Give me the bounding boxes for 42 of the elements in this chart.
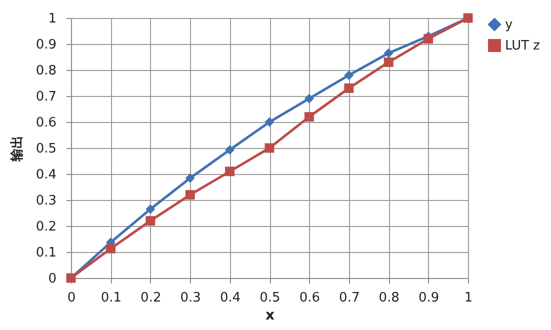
x-tick-label: 0.7 [339,290,360,306]
x-tick-label: 0.6 [299,290,320,306]
point [384,57,394,67]
x-tick-label: 0.5 [260,290,280,306]
x-tick-label: 1 [464,290,473,306]
point [344,70,354,80]
point [185,190,195,200]
point [185,173,195,183]
point [264,143,274,153]
x-tick-label: 0.2 [140,290,162,306]
point [424,34,434,44]
point [264,117,274,127]
x-tick-label: 0.3 [180,290,201,306]
y-axis-title: 输出 [10,136,25,162]
legend-label: y [505,18,513,32]
point [344,83,354,93]
y-tick-label: 0.5 [36,142,56,156]
y-tick-label: 0.9 [36,38,56,52]
legend-label: LUT z [505,38,540,54]
y-tick-label: 0.2 [36,220,56,234]
point [225,145,235,155]
y-tick-label: 0.7 [36,90,56,104]
point [304,94,314,104]
x-tick-label: 0.9 [418,290,440,306]
x-tick-label: 0.1 [100,290,122,306]
y-tick-label: 0 [48,272,56,286]
point [146,216,156,226]
point [304,112,314,122]
point [225,166,235,176]
y-tick-label: 0.8 [36,64,56,78]
x-tick-label: 0.8 [378,290,400,306]
point [146,204,156,214]
y-tick-label: 1 [48,12,56,26]
x-tick-label: 0.4 [220,290,241,306]
y-tick-label: 0.3 [36,194,56,208]
point [384,48,394,58]
x-tick-label: 0 [67,290,76,306]
y-tick-label: 0.6 [36,116,56,130]
x-axis-title: x [265,308,275,324]
y-tick-label: 0.4 [36,168,56,182]
y-tick-label: 0.1 [36,246,56,260]
point [106,244,116,254]
